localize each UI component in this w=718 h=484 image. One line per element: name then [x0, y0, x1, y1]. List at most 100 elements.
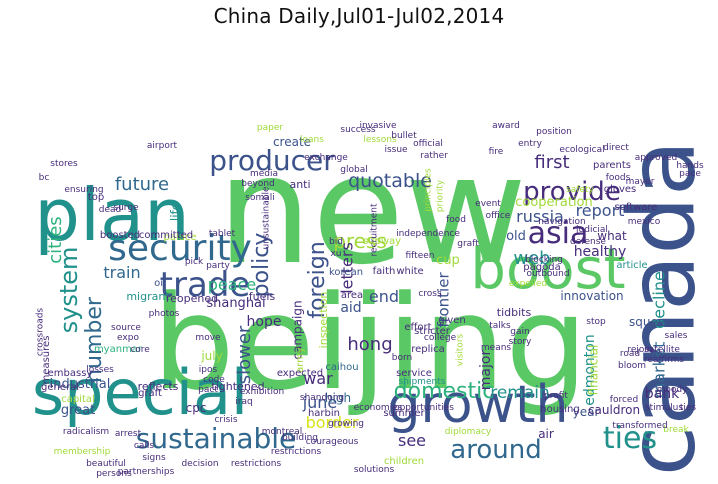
cloud-word: foreign	[305, 241, 330, 318]
cloud-word: issue	[384, 145, 408, 155]
cloud-word: official	[413, 139, 443, 149]
cloud-word: shandong	[300, 393, 344, 403]
cloud-word: plan	[34, 173, 189, 257]
cloud-word: party	[206, 261, 230, 271]
cloud-word: visitors	[456, 333, 466, 366]
cloud-word: office	[486, 211, 511, 221]
cloud-word: war	[303, 369, 333, 388]
cloud-word: beyond	[241, 179, 275, 189]
cloud-word: faith	[373, 266, 396, 277]
cloud-word: special	[32, 356, 248, 429]
cloud-word: mayor	[626, 177, 655, 187]
cloud-word: create	[273, 135, 311, 149]
cloud-word: harbin	[308, 408, 340, 419]
cloud-word: surge	[113, 203, 139, 213]
cloud-word: unsustainable	[262, 186, 272, 249]
cloud-word: award	[492, 121, 520, 131]
cloud-word: radicalism	[63, 427, 109, 437]
cloud-word: summer	[383, 408, 425, 419]
cloud-word: bloom	[618, 361, 646, 371]
cloud-word: provide	[523, 177, 621, 207]
cloud-word: migrant	[126, 290, 170, 303]
cloud-word: quotable	[348, 170, 432, 192]
cloud-word: letters	[338, 242, 357, 294]
cloud-word: tightened	[211, 380, 264, 393]
cloud-word: number	[82, 296, 107, 383]
cloud-word: aid	[340, 300, 361, 316]
cloud-word: stricter	[414, 326, 451, 337]
cloud-word: dead	[99, 205, 121, 215]
cloud-word: growing	[328, 419, 364, 429]
cloud-word: great	[61, 403, 95, 418]
cloud-word: decision	[181, 459, 218, 469]
cloud-word: sales	[665, 331, 688, 341]
cloud-word: policy	[249, 233, 274, 298]
cloud-word: major	[478, 350, 494, 391]
cloud-word: old	[506, 229, 526, 244]
cloud-word: bullet	[391, 131, 417, 141]
cloud-word: canada	[608, 140, 715, 476]
cloud-word: xu	[330, 249, 341, 259]
cloud-word: security	[108, 228, 252, 269]
cloud-word: blocking	[525, 255, 563, 265]
cloud-word: global	[340, 165, 367, 175]
cloud-word: beautiful	[86, 459, 126, 469]
cloud-word: innovation	[560, 289, 623, 303]
cloud-word: financial	[587, 345, 601, 396]
cloud-word: embassy	[48, 368, 93, 379]
cloud-word: solutions	[354, 465, 395, 475]
cloud-word: cooperation	[515, 195, 593, 210]
cloud-word: priority	[436, 179, 446, 212]
cloud-word: bid	[329, 237, 343, 247]
cloud-word: children	[384, 456, 424, 467]
cloud-word: reflects	[138, 380, 179, 393]
cloud-word: talks	[489, 321, 511, 331]
cloud-word: june	[302, 393, 338, 412]
cloud-word: pagoda	[523, 262, 560, 273]
cloud-word: recruitment	[370, 203, 380, 256]
cloud-word: trade	[160, 265, 251, 305]
cloud-word: media	[250, 169, 278, 179]
cloud-word: industrial	[50, 377, 111, 392]
cloud-word: exhibition	[240, 387, 284, 397]
cloud-word: food	[446, 215, 466, 225]
cloud-word: code	[203, 375, 225, 385]
cloud-word: web	[513, 248, 550, 269]
cloud-word: housing	[540, 404, 579, 415]
cloud-word: opportunities	[394, 403, 454, 413]
cloud-word: gain	[510, 327, 529, 337]
cloud-word: expelled	[509, 279, 547, 289]
cloud-word: fire	[489, 147, 504, 157]
cloud-word: ties	[680, 403, 697, 413]
cloud-word: graft	[457, 239, 479, 249]
cloud-word: air	[538, 427, 554, 441]
cloud-word: shipments	[399, 377, 446, 387]
cloud-word: courageous	[306, 437, 359, 447]
cloud-word: transformed	[612, 421, 667, 431]
cloud-word: iraq	[235, 397, 252, 407]
cloud-word: outbound	[526, 269, 569, 279]
cloud-word: squeeze	[629, 315, 679, 329]
cloud-word: approved	[635, 153, 678, 163]
cloud-word: born	[392, 353, 412, 363]
cloud-word: campaign	[291, 300, 305, 359]
cloud-word: entry	[518, 139, 542, 149]
cloud-word: success	[340, 125, 376, 135]
cloud-word: hope	[247, 314, 282, 330]
cloud-word: college	[424, 333, 457, 343]
cloud-word: july	[200, 349, 222, 363]
cloud-word: defense	[570, 237, 606, 247]
cloud-word: safety	[566, 185, 594, 195]
cloud-word: satellite	[644, 345, 680, 355]
cloud-word: bank	[645, 386, 680, 402]
cloud-word: year	[573, 405, 600, 419]
cloud-word: arrest	[115, 429, 142, 439]
cloud-word: peace	[208, 275, 256, 294]
cloud-word: area	[341, 290, 363, 301]
cloud-word: bc	[39, 173, 50, 183]
cloud-word: capital	[61, 394, 95, 405]
cloud-word: press	[333, 229, 387, 253]
cloud-word: membership	[54, 447, 111, 457]
cloud-word: ties	[603, 421, 657, 456]
